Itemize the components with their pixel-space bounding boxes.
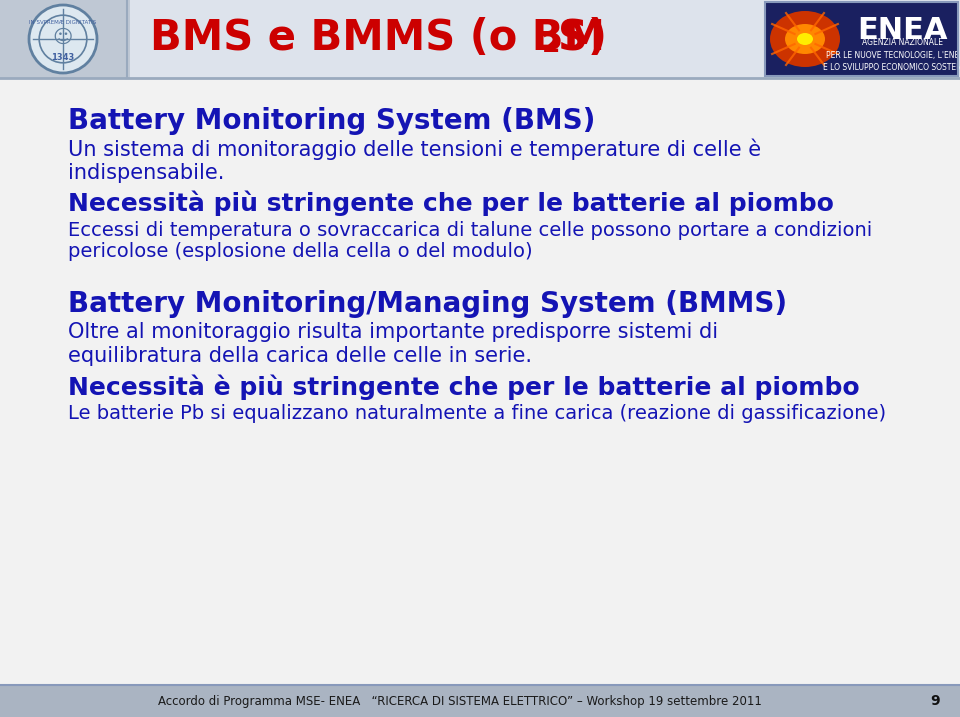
Text: Battery Monitoring/Managing System (BMMS): Battery Monitoring/Managing System (BMMS… — [68, 290, 787, 318]
Text: IN SVPREMÆ DIGNITATIS: IN SVPREMÆ DIGNITATIS — [30, 21, 97, 26]
Text: Un sistema di monitoraggio delle tensioni e temperature di celle è: Un sistema di monitoraggio delle tension… — [68, 139, 761, 161]
Text: BMS e BMMS (o BM: BMS e BMMS (o BM — [150, 17, 605, 59]
Ellipse shape — [785, 24, 825, 54]
Circle shape — [29, 5, 97, 73]
Text: ☺: ☺ — [53, 27, 73, 47]
Text: Accordo di Programma MSE- ENEA   “RICERCA DI SISTEMA ELETTRICO” – Workshop 19 se: Accordo di Programma MSE- ENEA “RICERCA … — [158, 695, 762, 708]
Text: 2: 2 — [542, 32, 561, 58]
Bar — [130, 0, 960, 78]
Bar — [765, 2, 958, 76]
Text: Necessità è più stringente che per le batterie al piombo: Necessità è più stringente che per le ba… — [68, 374, 859, 399]
Text: ENEA: ENEA — [856, 16, 948, 44]
Text: indispensabile.: indispensabile. — [68, 163, 225, 183]
Text: 1343: 1343 — [52, 52, 75, 62]
Text: Eccessi di temperatura o sovraccarica di talune celle possono portare a condizio: Eccessi di temperatura o sovraccarica di… — [68, 221, 873, 240]
Bar — [0, 0, 130, 78]
Bar — [765, 2, 845, 76]
Text: Necessità più stringente che per le batterie al piombo: Necessità più stringente che per le batt… — [68, 191, 834, 217]
Bar — [765, 2, 958, 76]
Text: equilibratura della carica delle celle in serie.: equilibratura della carica delle celle i… — [68, 346, 532, 366]
Text: pericolose (esplosione della cella o del modulo): pericolose (esplosione della cella o del… — [68, 242, 533, 261]
Text: AGENZIA NAZIONALE
PER LE NUOVE TECNOLOGIE, L'ENERGIA
E LO SVILUPPO ECONOMICO SOS: AGENZIA NAZIONALE PER LE NUOVE TECNOLOGI… — [824, 38, 960, 72]
Text: Le batterie Pb si equalizzano naturalmente a fine carica (reazione di gassificaz: Le batterie Pb si equalizzano naturalmen… — [68, 404, 886, 423]
Bar — [0, 685, 960, 717]
Ellipse shape — [770, 11, 840, 67]
Text: S): S) — [558, 17, 607, 59]
Text: 9: 9 — [930, 694, 940, 708]
Text: Oltre al monitoraggio risulta importante predisporre sistemi di: Oltre al monitoraggio risulta importante… — [68, 322, 718, 342]
Ellipse shape — [797, 33, 813, 45]
Bar — [0, 78, 960, 685]
Text: Battery Monitoring System (BMS): Battery Monitoring System (BMS) — [68, 107, 595, 135]
